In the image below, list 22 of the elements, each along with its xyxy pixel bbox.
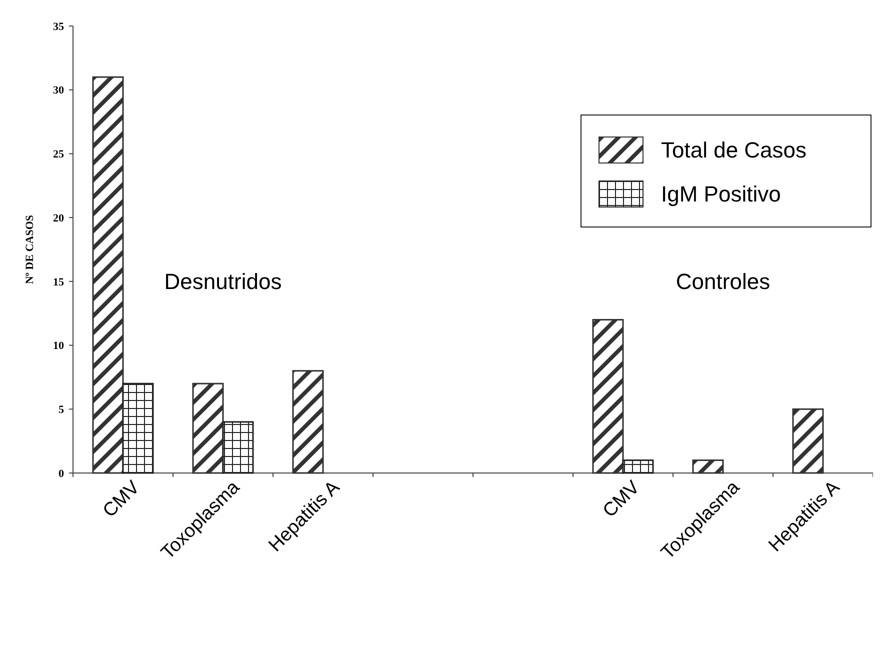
bar (292, 370, 324, 474)
y-tick-label: 30 (53, 84, 64, 97)
bar (692, 459, 724, 474)
legend-label: IgM Positivo (661, 182, 781, 207)
y-tick-label: 10 (53, 340, 64, 352)
annotation: Controles (676, 269, 770, 294)
y-tick-label: 15 (53, 276, 64, 288)
bar (622, 459, 654, 474)
y-axis-title: Nº DE CASOS (24, 214, 36, 284)
legend-label: Total de Casos (661, 138, 807, 163)
y-tick-label: 0 (58, 468, 64, 480)
y-tick-label: 35 (53, 20, 64, 33)
bar (92, 76, 124, 474)
y-tick-label: 5 (58, 404, 64, 416)
bar (592, 318, 624, 474)
annotation: Desnutridos (164, 269, 282, 294)
bar (122, 382, 154, 474)
y-tick-label: 20 (53, 212, 64, 224)
bar (192, 382, 224, 474)
bar (792, 408, 824, 474)
y-tick-label: 25 (53, 148, 64, 161)
bar (222, 421, 254, 474)
